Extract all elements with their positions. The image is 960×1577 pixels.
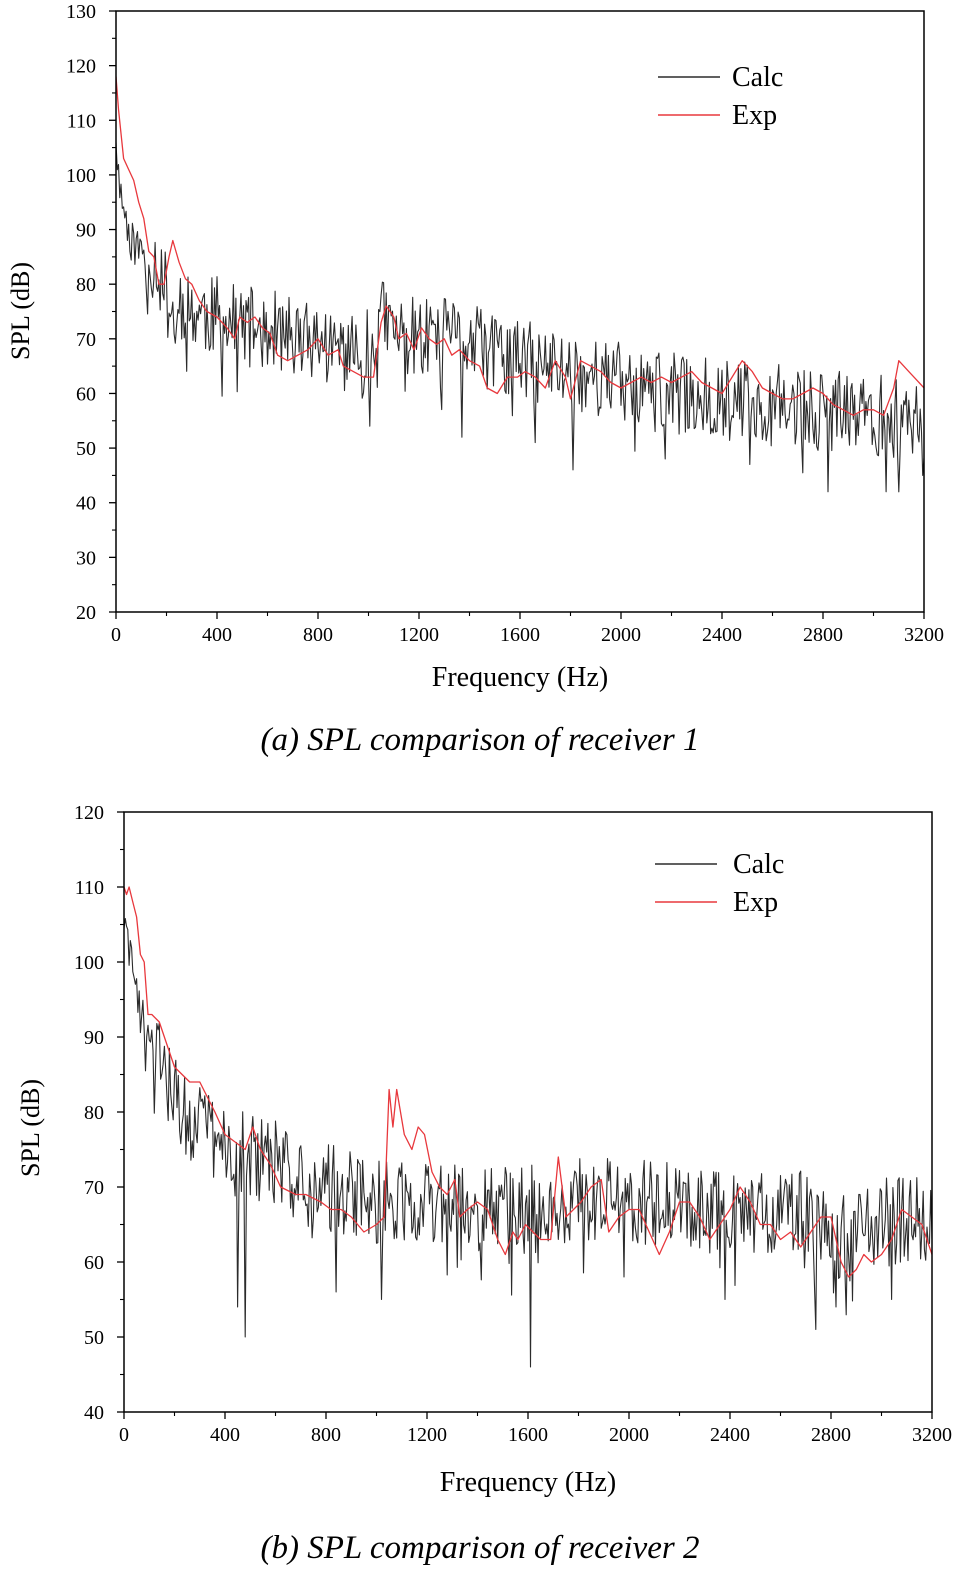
x-tick-label: 400 (202, 624, 232, 646)
x-tick-label: 2800 (811, 1424, 851, 1446)
y-tick-label: 120 (66, 56, 96, 78)
y-tick-label: 40 (84, 1402, 104, 1424)
caption-b: (b) SPL comparison of receiver 2 (260, 1530, 700, 1566)
y-tick-label: 60 (76, 383, 96, 405)
x-tick-label: 800 (311, 1424, 341, 1446)
y-tick-label: 80 (84, 1102, 104, 1124)
y-tick-label: 20 (76, 602, 96, 624)
y-tick-label: 120 (74, 802, 104, 824)
caption-a: (a) SPL comparison of receiver 1 (260, 722, 700, 758)
y-tick-label: 90 (84, 1027, 104, 1049)
x-tick-label: 800 (303, 624, 333, 646)
x-tick-label: 2400 (702, 624, 742, 646)
x-tick-label: 0 (119, 1424, 129, 1446)
y-tick-label: 110 (67, 110, 96, 132)
y-axis-label: SPL (dB) (16, 1079, 45, 1177)
y-tick-label: 60 (84, 1252, 104, 1274)
x-tick-label: 400 (210, 1424, 240, 1446)
y-tick-label: 40 (76, 493, 96, 515)
x-tick-label: 0 (111, 624, 121, 646)
x-tick-label: 2400 (710, 1424, 750, 1446)
plot-frame (115, 10, 925, 613)
y-axis-label: SPL (dB) (6, 262, 35, 360)
x-tick-label: 2800 (803, 624, 843, 646)
legend: Calc Exp (658, 62, 783, 131)
y-tick-label: 70 (84, 1177, 104, 1199)
y-tick-label: 110 (75, 877, 104, 899)
y-tick-label: 130 (66, 1, 96, 23)
legend-label-exp: Exp (732, 100, 777, 131)
series-line-exp (116, 76, 924, 416)
figure-b: 40 50 60 70 80 90 100 110 120 0 400 800 1200 1600 2000… (0, 790, 960, 1577)
legend: Calc Exp (655, 849, 784, 918)
y-tick-label: 100 (74, 952, 104, 974)
x-tick-label: 3200 (912, 1424, 952, 1446)
y-tick-label: 90 (76, 220, 96, 242)
x-tick-label: 1600 (508, 1424, 548, 1446)
y-tick-label: 100 (66, 165, 96, 187)
y-tick-label: 50 (76, 438, 96, 460)
x-tick-label: 2000 (601, 624, 641, 646)
figure-a: 20 30 40 50 60 70 80 90 100 110 120 130 0 400 800 1200 1… (6, 1, 944, 758)
x-tick-label: 1600 (500, 624, 540, 646)
series-line-calc (124, 917, 932, 1368)
legend-label-exp: Exp (733, 887, 778, 918)
x-tick-label: 1200 (399, 624, 439, 646)
legend-label-calc: Calc (733, 849, 784, 880)
x-tick-label: 2000 (609, 1424, 649, 1446)
legend-label-calc: Calc (732, 62, 783, 93)
series-group (124, 886, 932, 1368)
x-axis-label: Frequency (Hz) (440, 1467, 616, 1498)
series-line-calc (116, 142, 924, 493)
y-tick-label: 70 (76, 329, 96, 351)
spl-chart-receiver-1: 20 30 40 50 60 70 80 90 100 110 120 130 0 400 800 1200 1… (6, 1, 944, 693)
y-tick-label: 80 (76, 274, 96, 296)
y-tick-label: 50 (84, 1327, 104, 1349)
series-group (116, 76, 924, 493)
x-tick-label: 3200 (904, 624, 944, 646)
x-axis-label: Frequency (Hz) (432, 662, 608, 693)
x-tick-label: 1200 (407, 1424, 447, 1446)
series-line-exp (124, 886, 932, 1278)
y-tick-label: 30 (76, 547, 96, 569)
